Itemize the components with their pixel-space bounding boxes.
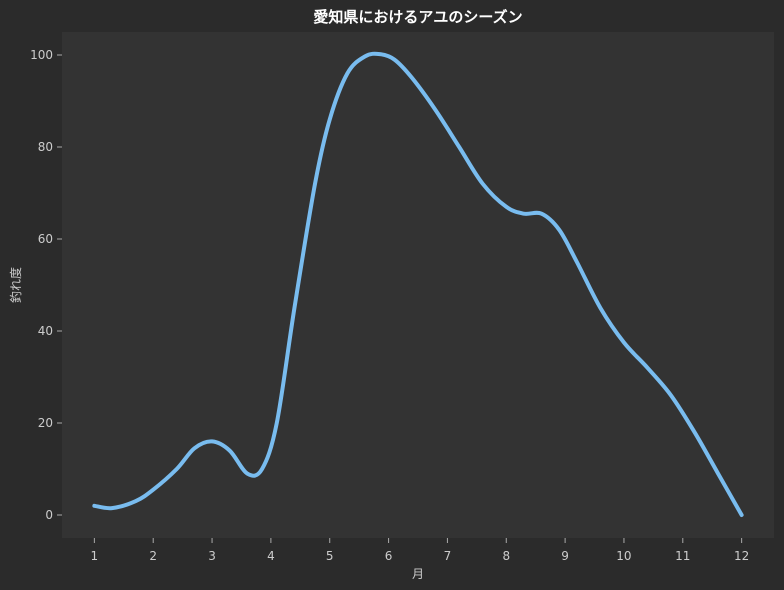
- y-tick-label: 20: [38, 416, 53, 430]
- x-tick-label: 10: [616, 549, 631, 563]
- x-tick-label: 1: [91, 549, 99, 563]
- y-tick-label: 40: [38, 324, 53, 338]
- y-axis-label: 釣れ度: [8, 267, 23, 303]
- x-tick-label: 9: [561, 549, 569, 563]
- x-axis-label: 月: [412, 567, 424, 581]
- y-axis-ticks: 0 20 40 60 80 100: [30, 48, 62, 522]
- chart-title: 愛知県におけるアユのシーズン: [313, 8, 522, 26]
- plot-area: [62, 32, 774, 538]
- x-tick-label: 6: [385, 549, 393, 563]
- series-line: [92, 51, 744, 517]
- x-axis-ticks: 1 2 3 4 5 6 7 8 9 10 11 12: [91, 538, 749, 563]
- y-tick-label: 100: [30, 48, 53, 62]
- x-tick-label: 3: [208, 549, 216, 563]
- x-tick-label: 12: [734, 549, 749, 563]
- series-layer: [92, 51, 744, 517]
- y-tick-label: 0: [45, 508, 53, 522]
- x-tick-label: 5: [326, 549, 334, 563]
- y-tick-label: 80: [38, 140, 53, 154]
- x-tick-label: 2: [149, 549, 157, 563]
- y-tick-label: 60: [38, 232, 53, 246]
- x-tick-label: 8: [502, 549, 510, 563]
- x-tick-label: 4: [267, 549, 275, 563]
- x-tick-label: 11: [675, 549, 690, 563]
- x-tick-label: 7: [444, 549, 452, 563]
